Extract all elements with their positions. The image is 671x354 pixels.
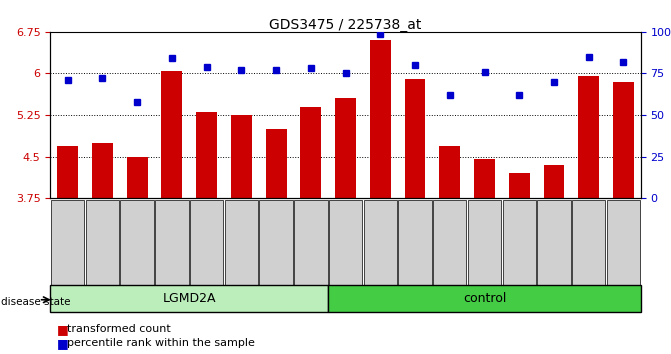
Bar <box>92 143 113 198</box>
Bar <box>266 129 287 198</box>
Text: LGMD2A: LGMD2A <box>162 292 216 305</box>
Text: ■: ■ <box>57 337 69 350</box>
Text: GDS3475 / 225738_at: GDS3475 / 225738_at <box>269 18 422 32</box>
Text: percentile rank within the sample: percentile rank within the sample <box>67 338 255 348</box>
Bar <box>474 159 495 198</box>
Bar <box>578 76 599 198</box>
Bar <box>440 145 460 198</box>
Text: ■: ■ <box>57 323 69 336</box>
Bar <box>127 157 148 198</box>
Bar <box>613 82 634 198</box>
Text: disease state: disease state <box>1 297 71 307</box>
Bar <box>335 98 356 198</box>
Bar <box>370 40 391 198</box>
Bar <box>231 115 252 198</box>
Bar <box>544 165 564 198</box>
Bar <box>301 107 321 198</box>
Bar <box>509 173 529 198</box>
Text: transformed count: transformed count <box>67 324 171 334</box>
Bar <box>57 145 78 198</box>
Text: control: control <box>463 292 506 305</box>
Bar <box>196 112 217 198</box>
Bar <box>162 71 183 198</box>
Bar <box>405 79 425 198</box>
